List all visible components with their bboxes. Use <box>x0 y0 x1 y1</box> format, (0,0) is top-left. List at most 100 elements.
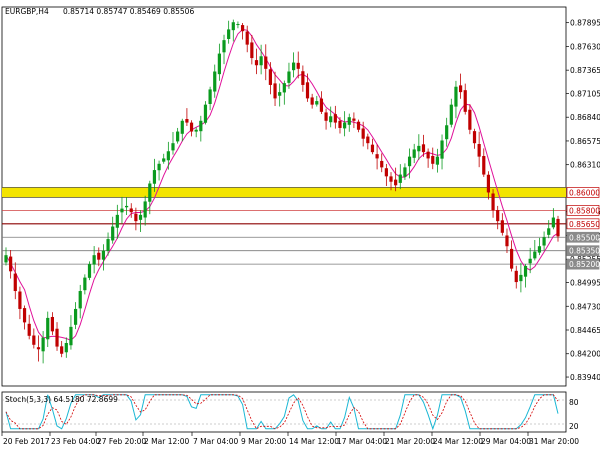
candle[interactable] <box>115 204 119 239</box>
candle[interactable] <box>505 228 509 253</box>
candle[interactable] <box>366 133 370 150</box>
candle[interactable] <box>171 132 175 155</box>
candle[interactable] <box>236 21 240 29</box>
stoch-pane[interactable] <box>1 391 567 433</box>
candle[interactable] <box>319 91 324 114</box>
candle[interactable] <box>528 247 532 274</box>
candle[interactable] <box>472 128 477 149</box>
candle[interactable] <box>394 167 398 192</box>
candle[interactable] <box>533 239 537 261</box>
candle[interactable] <box>199 115 203 142</box>
candle[interactable] <box>384 163 388 187</box>
candle[interactable] <box>491 189 495 218</box>
candle[interactable] <box>245 25 249 53</box>
candle[interactable] <box>138 210 143 232</box>
candle[interactable] <box>92 246 96 274</box>
candle[interactable] <box>27 314 31 340</box>
candle[interactable] <box>83 274 87 295</box>
candle[interactable] <box>120 196 124 224</box>
candle[interactable] <box>291 52 296 78</box>
candle[interactable] <box>417 134 421 160</box>
candle[interactable] <box>213 64 217 98</box>
candle[interactable] <box>389 172 393 191</box>
candle[interactable] <box>463 83 467 115</box>
candle[interactable] <box>435 148 439 173</box>
candle[interactable] <box>152 158 157 192</box>
candle[interactable] <box>347 113 351 132</box>
candle[interactable] <box>143 195 147 226</box>
candle[interactable] <box>547 220 551 239</box>
candle[interactable] <box>421 134 426 157</box>
candle[interactable] <box>111 216 115 244</box>
candle[interactable] <box>60 340 64 358</box>
candle[interactable] <box>73 302 78 330</box>
candle[interactable] <box>315 95 319 107</box>
candle[interactable] <box>542 231 546 251</box>
candle[interactable] <box>514 265 518 289</box>
candle[interactable] <box>482 148 486 177</box>
candle[interactable] <box>551 208 555 230</box>
candle[interactable] <box>278 83 282 107</box>
candle[interactable] <box>523 264 528 288</box>
candle[interactable] <box>240 22 245 40</box>
candle[interactable] <box>97 247 101 267</box>
candle[interactable] <box>403 163 407 181</box>
candle[interactable] <box>148 180 152 215</box>
candle[interactable] <box>449 98 453 128</box>
candle[interactable] <box>208 86 212 111</box>
candle[interactable] <box>375 144 379 170</box>
candle[interactable] <box>250 34 254 65</box>
candle[interactable] <box>9 250 13 279</box>
candle[interactable] <box>185 108 189 126</box>
candle[interactable] <box>352 112 356 129</box>
candle[interactable] <box>176 127 180 144</box>
candle[interactable] <box>106 232 110 256</box>
candle[interactable] <box>254 48 259 75</box>
candle[interactable] <box>468 104 472 135</box>
candle[interactable] <box>13 262 17 300</box>
candle[interactable] <box>556 215 560 242</box>
candle[interactable] <box>125 197 129 216</box>
candle[interactable] <box>189 120 194 137</box>
candle[interactable] <box>431 147 435 170</box>
candle[interactable] <box>22 305 27 330</box>
candle[interactable] <box>445 117 449 147</box>
candle[interactable] <box>356 119 361 133</box>
candle[interactable] <box>259 44 263 75</box>
candle[interactable] <box>55 322 59 351</box>
candle[interactable] <box>380 153 384 173</box>
candle[interactable] <box>458 73 463 99</box>
candle[interactable] <box>46 311 50 347</box>
candle[interactable] <box>454 80 458 119</box>
candle[interactable] <box>69 315 73 350</box>
candle[interactable] <box>264 44 268 81</box>
candle[interactable] <box>407 148 412 179</box>
candle[interactable] <box>166 141 170 170</box>
candle[interactable] <box>426 148 430 168</box>
candle[interactable] <box>227 20 231 44</box>
candle[interactable] <box>18 286 22 320</box>
candle[interactable] <box>50 312 54 335</box>
candle[interactable] <box>287 62 291 89</box>
candle[interactable] <box>370 138 375 155</box>
candle[interactable] <box>519 262 523 293</box>
candle[interactable] <box>486 171 491 200</box>
candle[interactable] <box>296 51 300 79</box>
candle[interactable] <box>398 164 402 190</box>
candle[interactable] <box>477 131 481 168</box>
candle[interactable] <box>268 62 273 95</box>
candle[interactable] <box>537 237 542 256</box>
candle[interactable] <box>301 65 305 92</box>
candle[interactable] <box>64 337 68 358</box>
level-zone-0.86000[interactable] <box>2 187 566 198</box>
candle[interactable] <box>4 247 8 266</box>
candle[interactable] <box>32 328 36 349</box>
candle[interactable] <box>162 153 166 164</box>
candle[interactable] <box>496 205 500 230</box>
candle[interactable] <box>510 240 514 272</box>
candle[interactable] <box>412 143 416 164</box>
candle[interactable] <box>500 213 504 236</box>
candle[interactable] <box>217 43 221 81</box>
candle[interactable] <box>333 105 337 129</box>
